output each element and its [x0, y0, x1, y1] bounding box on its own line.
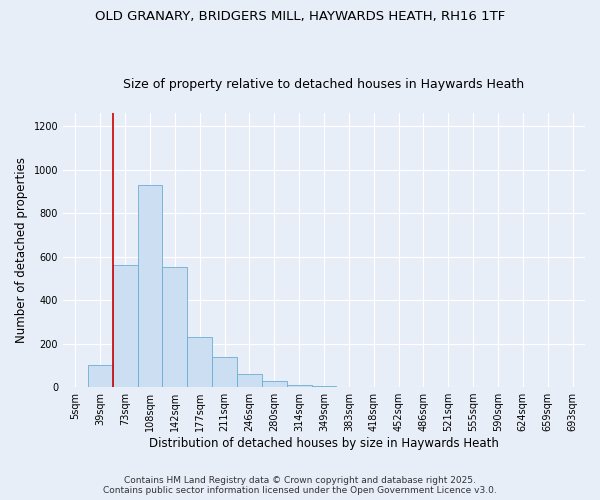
- Bar: [187, 337, 212, 387]
- Text: OLD GRANARY, BRIDGERS MILL, HAYWARDS HEATH, RH16 1TF: OLD GRANARY, BRIDGERS MILL, HAYWARDS HEA…: [95, 10, 505, 23]
- Bar: [237, 374, 262, 387]
- Bar: [262, 380, 287, 387]
- Text: OLD GRANARY BRIDGERS MILL: 75sqm
← 5% of detached houses are smaller (128)
95% o: OLD GRANARY BRIDGERS MILL: 75sqm ← 5% of…: [0, 499, 1, 500]
- Bar: [137, 185, 163, 387]
- Text: Contains HM Land Registry data © Crown copyright and database right 2025.
Contai: Contains HM Land Registry data © Crown c…: [103, 476, 497, 495]
- Bar: [287, 385, 311, 387]
- Bar: [113, 266, 137, 387]
- Title: Size of property relative to detached houses in Haywards Heath: Size of property relative to detached ho…: [124, 78, 524, 91]
- X-axis label: Distribution of detached houses by size in Haywards Heath: Distribution of detached houses by size …: [149, 437, 499, 450]
- Bar: [163, 268, 187, 387]
- Bar: [88, 366, 113, 387]
- Bar: [212, 356, 237, 387]
- Y-axis label: Number of detached properties: Number of detached properties: [15, 157, 28, 343]
- Bar: [311, 386, 337, 387]
